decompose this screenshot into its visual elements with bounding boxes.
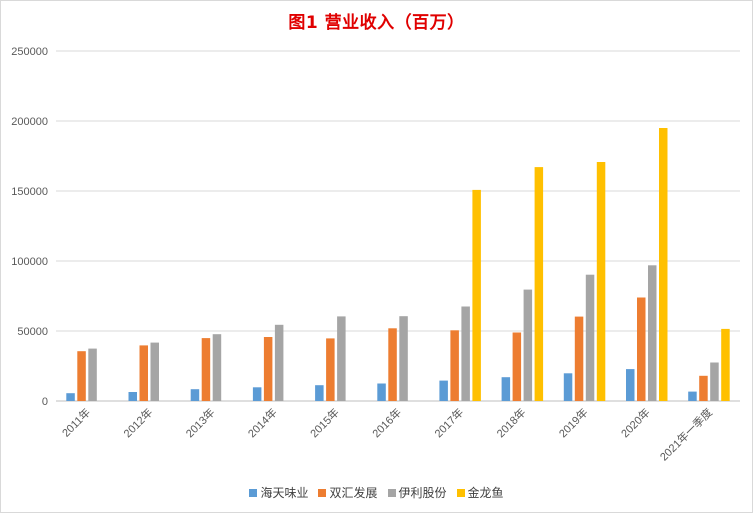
y-tick-label: 150000 [11,186,48,198]
bar [534,167,544,401]
bar [659,128,668,401]
legend-item: 伊利股份 [387,484,447,501]
bar [399,316,408,401]
y-tick-label: 0 [42,396,48,408]
y-tick-label: 100000 [11,256,48,268]
legend-item: 海天味业 [249,484,308,501]
bar [563,373,573,401]
bar [472,189,481,401]
x-tick-label: 2018年 [493,405,528,440]
bars [66,128,730,401]
bar [388,328,397,401]
bar [326,338,335,401]
x-tick-label: 2011年 [59,405,93,439]
bar [88,348,97,401]
x-tick-label: 2016年 [369,405,404,440]
legend-label: 金龙鱼 [467,486,504,500]
bar [710,362,719,401]
bar [315,385,324,401]
x-tick-label: 2020年 [618,405,653,440]
bar [648,265,657,401]
bar [190,389,200,401]
legend-swatch [387,488,396,497]
legend-swatch [456,488,465,497]
x-tick-label: 2019年 [556,405,591,440]
bar [337,316,346,401]
y-axis: 0 50000 100000 150000 200000 250000 [11,46,48,408]
x-tick-label: 2017年 [431,405,466,440]
bar [512,332,522,401]
bar [596,162,606,401]
bar [274,324,284,401]
x-tick-label: 2012年 [120,405,155,440]
bar [688,391,697,401]
legend-label: 海天味业 [260,486,309,500]
x-tick-label: 2021年一季度 [657,405,715,463]
bar [721,328,730,401]
bar [377,383,386,401]
chart-title: 图1 营业收入（百万） [288,13,465,33]
legend: 海天味业 双汇发展 伊利股份 金龙鱼 [0,484,753,501]
bar [501,377,511,401]
x-tick-label: 2015年 [307,405,342,440]
x-axis: 2011年 2012年 2013年 2014年 2015年 2016年 2017年 2018年… [59,405,715,463]
bar [263,337,273,401]
bar [626,369,635,401]
bar [637,297,646,401]
legend-item: 金龙鱼 [456,484,504,501]
y-tick-label: 200000 [11,116,48,128]
bar [523,289,533,401]
bar [585,274,595,401]
legend-swatch [249,488,258,497]
gridlines [56,50,740,402]
bar [699,375,708,401]
x-tick-label: 2014年 [245,405,280,440]
bar [461,306,470,401]
bar [139,345,148,401]
legend-label: 双汇发展 [329,486,378,500]
bar [128,392,137,401]
bar [150,342,159,401]
legend-label: 伊利股份 [398,486,447,500]
bar [212,334,222,401]
bar [450,330,459,401]
bar [201,338,211,401]
bar [66,393,75,401]
bar [439,380,448,401]
legend-item: 双汇发展 [318,484,378,501]
bar [252,387,262,401]
bar [77,351,86,401]
y-tick-label: 50000 [17,326,48,338]
legend-swatch [318,488,327,497]
bar [574,316,584,401]
y-tick-label: 250000 [11,46,48,58]
x-tick-label: 2013年 [183,405,218,440]
